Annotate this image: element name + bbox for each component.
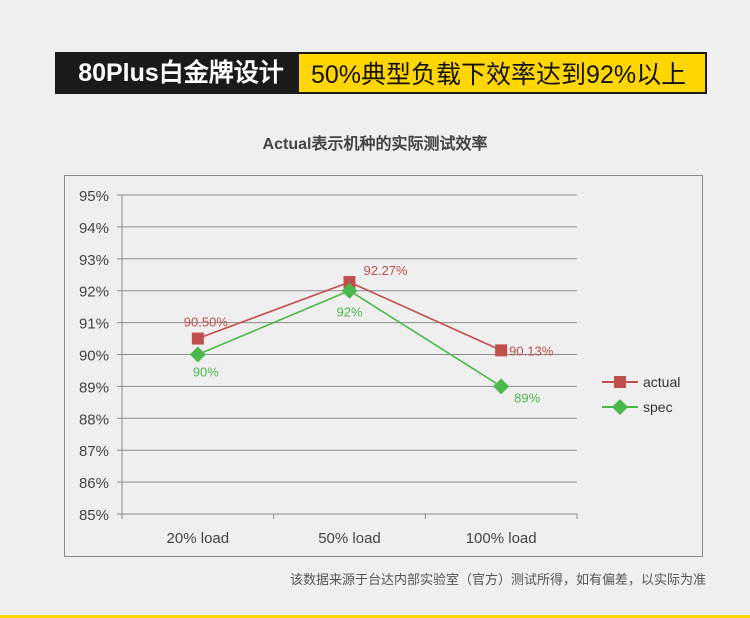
chart-frame (64, 175, 703, 557)
banner-right-label: 50%典型负载下效率达到92%以上 (299, 52, 707, 94)
y-tick-label: 91% (79, 316, 109, 333)
legend-label-actual: actual (643, 374, 680, 390)
x-tick-label: 20% load (167, 530, 230, 547)
x-tick-label: 50% load (318, 530, 381, 547)
y-tick-label: 86% (79, 475, 109, 492)
banner-left-label: 80Plus白金牌设计 (55, 52, 299, 94)
y-tick-label: 88% (79, 411, 109, 428)
y-tick-label: 87% (79, 443, 109, 460)
data-point-spec (189, 346, 206, 363)
chart-title: Actual表示机种的实际测试效率 (262, 136, 488, 153)
y-tick-label: 90% (79, 348, 109, 365)
legend-marker-spec (612, 399, 628, 415)
data-point-actual (495, 344, 508, 357)
y-tick-label: 92% (79, 284, 109, 301)
headline-banner: 80Plus白金牌设计 50%典型负载下效率达到92%以上 (55, 52, 707, 94)
data-point-actual (191, 332, 204, 345)
legend-marker-actual (614, 376, 626, 388)
y-tick-label: 89% (79, 379, 109, 396)
data-label-spec: 92% (336, 305, 362, 320)
data-point-actual (343, 276, 356, 289)
data-label-spec: 89% (514, 390, 540, 405)
data-label-spec: 90% (193, 365, 219, 380)
data-label-actual: 90.50% (184, 315, 229, 330)
y-tick-label: 93% (79, 252, 109, 269)
data-label-actual: 90.13% (509, 343, 554, 358)
y-tick-label: 94% (79, 220, 109, 237)
data-point-spec (493, 378, 510, 395)
y-tick-label: 95% (79, 188, 109, 205)
y-tick-label: 85% (79, 507, 109, 524)
footnote: 该数据来源于台达内部实验室（官方）测试所得，如有偏差，以实际为准 (289, 572, 706, 587)
data-point-spec (341, 282, 358, 299)
x-tick-label: 100% load (466, 530, 537, 547)
bottom-accent-bar (0, 615, 750, 618)
data-label-actual: 92.27% (364, 263, 409, 278)
legend-label-spec: spec (643, 399, 673, 415)
